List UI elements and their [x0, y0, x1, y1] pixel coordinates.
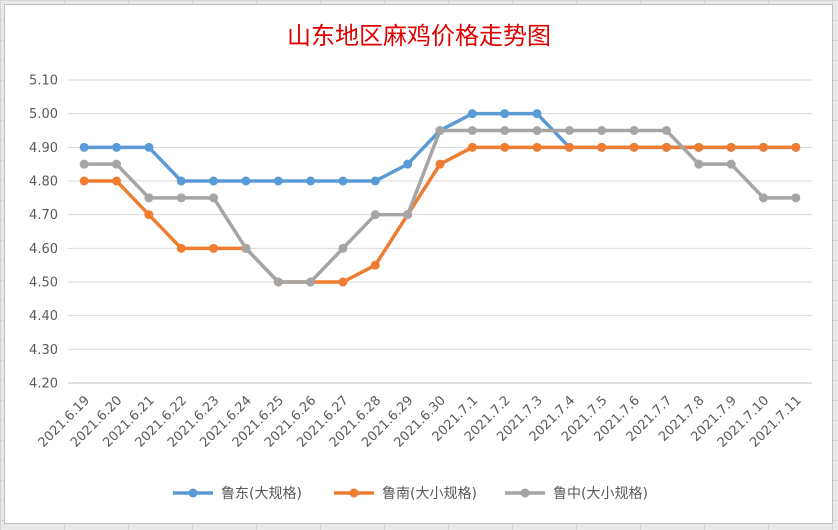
data-point[interactable] — [532, 126, 542, 135]
data-point[interactable] — [370, 260, 380, 270]
data-point[interactable] — [726, 159, 736, 169]
data-point[interactable] — [144, 193, 154, 203]
data-point[interactable] — [500, 142, 510, 152]
data-point[interactable] — [597, 126, 607, 135]
data-point[interactable] — [79, 142, 89, 152]
data-point[interactable] — [241, 176, 251, 186]
data-point[interactable] — [306, 176, 316, 186]
data-point[interactable] — [532, 109, 542, 119]
data-point[interactable] — [209, 193, 219, 203]
data-point[interactable] — [597, 142, 607, 152]
legend: 鲁东(大规格) 鲁南(大小规格) 鲁中(大小规格) — [173, 486, 648, 502]
data-point[interactable] — [338, 243, 348, 253]
legend-item[interactable]: 鲁东(大规格) — [173, 486, 302, 502]
legend-marker — [188, 488, 198, 498]
data-point[interactable] — [564, 142, 574, 152]
data-point[interactable] — [112, 142, 122, 152]
data-point[interactable] — [79, 176, 89, 186]
y-tick-label: 4.90 — [29, 141, 58, 156]
data-point[interactable] — [629, 126, 639, 135]
legend-marker — [349, 488, 359, 498]
data-point[interactable] — [532, 142, 542, 152]
data-point[interactable] — [338, 176, 348, 186]
y-tick-label: 4.50 — [29, 276, 58, 291]
data-point[interactable] — [661, 142, 671, 152]
series-line — [82, 128, 798, 284]
data-point[interactable] — [338, 277, 348, 287]
data-point[interactable] — [403, 210, 413, 220]
gridlines — [68, 79, 812, 384]
data-point[interactable] — [144, 142, 154, 152]
data-point[interactable] — [435, 159, 445, 169]
legend-label: 鲁东(大规格) — [221, 486, 302, 502]
data-point[interactable] — [403, 159, 413, 169]
data-point[interactable] — [273, 277, 283, 287]
series-group — [79, 109, 801, 287]
data-point[interactable] — [144, 210, 154, 220]
data-point[interactable] — [435, 126, 445, 135]
data-point[interactable] — [370, 176, 380, 186]
data-point[interactable] — [209, 176, 219, 186]
y-tick-label: 4.30 — [29, 343, 58, 358]
data-point[interactable] — [791, 193, 801, 203]
data-point[interactable] — [629, 142, 639, 152]
data-point[interactable] — [241, 243, 251, 253]
data-point[interactable] — [306, 277, 316, 287]
y-tick-label: 4.80 — [29, 175, 58, 190]
data-point[interactable] — [176, 176, 186, 186]
data-point[interactable] — [370, 210, 380, 220]
x-axis-ticks: 2021.6.192021.6.202021.6.212021.6.222021… — [36, 393, 805, 450]
data-point[interactable] — [176, 193, 186, 203]
data-point[interactable] — [467, 142, 477, 152]
y-tick-label: 4.20 — [29, 377, 58, 392]
data-point[interactable] — [176, 243, 186, 253]
data-point[interactable] — [467, 109, 477, 119]
chart-area[interactable] — [4, 4, 833, 524]
data-point[interactable] — [467, 126, 477, 135]
data-point[interactable] — [661, 126, 671, 135]
data-point[interactable] — [758, 142, 768, 152]
data-point[interactable] — [758, 193, 768, 203]
chart-title: 山东地区麻鸡价格走势图 — [287, 22, 551, 50]
data-point[interactable] — [209, 243, 219, 253]
data-point[interactable] — [500, 109, 510, 119]
legend-item[interactable]: 鲁中(大小规格) — [505, 486, 648, 502]
legend-item[interactable]: 鲁南(大小规格) — [334, 486, 477, 502]
data-point[interactable] — [726, 142, 736, 152]
data-point[interactable] — [112, 159, 122, 169]
data-point[interactable] — [694, 159, 704, 169]
legend-marker — [520, 488, 530, 498]
data-point[interactable] — [79, 159, 89, 169]
data-point[interactable] — [564, 126, 574, 135]
series-3 — [79, 126, 801, 287]
data-point[interactable] — [273, 176, 283, 186]
legend-label: 鲁中(大小规格) — [553, 486, 648, 502]
y-axis-ticks: 4.20 4.30 4.40 4.50 4.60 4.70 4.80 4.90 5.00 5.10 — [29, 74, 58, 392]
data-point[interactable] — [112, 176, 122, 186]
y-tick-label: 4.70 — [29, 208, 58, 223]
y-tick-label: 4.60 — [29, 242, 58, 257]
data-point[interactable] — [791, 142, 801, 152]
legend-label: 鲁南(大小规格) — [382, 486, 477, 502]
data-point[interactable] — [694, 142, 704, 152]
y-tick-label: 5.10 — [29, 74, 58, 89]
y-tick-label: 5.00 — [29, 107, 58, 122]
y-tick-label: 4.40 — [29, 309, 58, 324]
data-point[interactable] — [500, 126, 510, 135]
